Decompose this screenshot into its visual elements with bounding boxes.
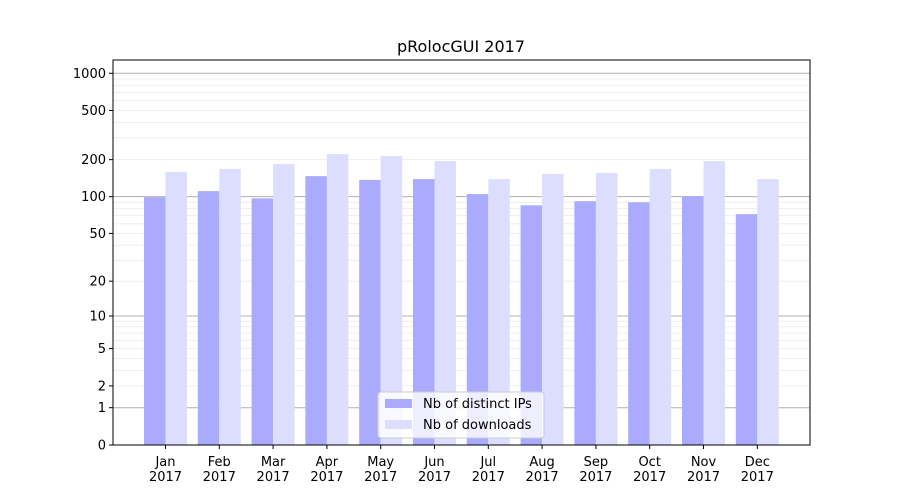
x-tick-label: Apr <box>316 455 339 470</box>
bar-downloads <box>380 156 403 445</box>
x-tick-label: 2017 <box>579 470 612 485</box>
bar-distinct-ips <box>197 191 220 445</box>
bar-downloads <box>434 161 456 445</box>
x-tick-label: Jul <box>479 455 496 470</box>
y-tick-label: 500 <box>81 104 106 119</box>
y-tick-label: 5 <box>98 342 106 357</box>
y-tick-label: 0 <box>98 439 106 454</box>
bar-distinct-ips <box>574 201 596 445</box>
x-tick-label: Sep <box>584 455 609 470</box>
y-tick-label: 100 <box>81 190 106 205</box>
bar-downloads <box>703 161 725 445</box>
x-tick-label: May <box>367 455 394 470</box>
x-tick-label: Dec <box>745 455 770 470</box>
x-tick-label: 2017 <box>203 470 236 485</box>
bars <box>144 154 779 446</box>
bar-downloads <box>757 179 779 445</box>
bar-distinct-ips <box>305 176 327 446</box>
bar-distinct-ips <box>251 198 274 445</box>
x-tick-label: 2017 <box>687 470 720 485</box>
bar-distinct-ips <box>413 179 435 445</box>
y-tick-label: 1000 <box>73 67 106 82</box>
x-tick-label: 2017 <box>633 470 666 485</box>
legend-label-downloads: Nb of downloads <box>423 418 532 433</box>
bar-downloads <box>488 179 510 445</box>
bar-distinct-ips <box>682 196 704 445</box>
legend-box <box>377 391 545 439</box>
x-tick-label: 2017 <box>472 470 505 485</box>
x-axis: Jan2017Feb2017Mar2017Apr2017May2017Jun20… <box>149 445 774 485</box>
y-tick-label: 10 <box>89 309 106 324</box>
x-tick-label: Aug <box>529 455 554 470</box>
x-tick-label: Jun <box>423 455 444 470</box>
x-tick-label: Oct <box>638 455 660 470</box>
bar-downloads <box>165 171 187 446</box>
bar-downloads <box>595 172 618 446</box>
x-tick-label: Jan <box>154 455 175 470</box>
x-tick-label: 2017 <box>257 470 290 485</box>
legend: Nb of distinct IPs Nb of downloads <box>377 391 545 439</box>
bar-downloads <box>219 168 241 445</box>
bar-distinct-ips <box>735 214 758 445</box>
legend-swatch-ips <box>385 399 412 408</box>
y-tick-label: 1 <box>98 401 106 416</box>
x-tick-label: Nov <box>691 455 717 470</box>
bar-distinct-ips <box>520 205 543 445</box>
x-tick-label: 2017 <box>364 470 397 485</box>
x-tick-label: Mar <box>261 455 286 470</box>
legend-swatch-downloads <box>385 420 412 429</box>
bar-distinct-ips <box>144 197 166 445</box>
x-tick-label: 2017 <box>149 470 182 485</box>
x-tick-label: 2017 <box>418 470 451 485</box>
bar-downloads <box>649 168 672 445</box>
x-tick-label: 2017 <box>310 470 343 485</box>
bar-distinct-ips <box>628 202 650 445</box>
chart-title: pRolocGUI 2017 <box>397 37 525 56</box>
bar-distinct-ips <box>466 194 489 445</box>
legend-label-ips: Nb of distinct IPs <box>423 397 532 412</box>
bar-downloads <box>326 154 349 445</box>
plot-frame <box>112 59 811 446</box>
x-tick-label: 2017 <box>526 470 559 485</box>
bar-distinct-ips <box>359 179 381 446</box>
y-tick-label: 50 <box>89 227 106 242</box>
bar-downloads <box>542 173 564 446</box>
y-tick-label: 20 <box>89 275 106 290</box>
y-tick-label: 2 <box>98 379 106 394</box>
bar-downloads <box>273 164 295 445</box>
x-tick-label: 2017 <box>741 470 774 485</box>
x-tick-label: Feb <box>208 455 231 470</box>
y-axis: 0 1 2 5 10 20 50 100 200 500 1000 <box>73 67 113 454</box>
y-tick-label: 200 <box>81 153 106 168</box>
